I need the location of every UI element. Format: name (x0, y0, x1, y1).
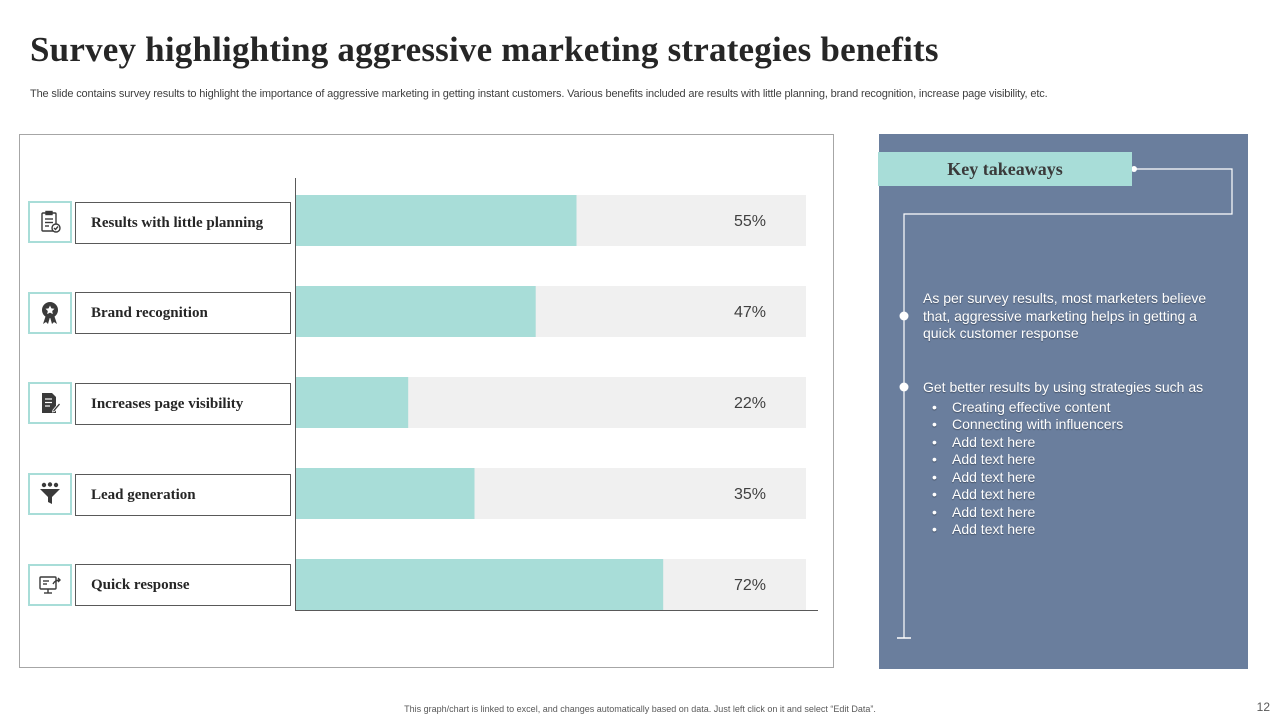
list-item: Add text here (923, 504, 1223, 522)
category-label: Quick response (75, 564, 291, 606)
funnel-people-icon (28, 473, 72, 515)
takeaway-point-2-text: Get better results by using strategies s… (923, 379, 1204, 395)
checklist-icon (28, 201, 72, 243)
list-item: Add text here (923, 486, 1223, 504)
category-label: Increases page visibility (75, 383, 291, 425)
monitor-share-icon (28, 564, 72, 606)
page-subtitle: The slide contains survey results to hig… (30, 88, 1048, 100)
chart-frame[interactable] (19, 134, 834, 668)
bar-value-label: 72% (734, 577, 766, 594)
bar-value-label: 55% (734, 213, 766, 230)
takeaway-point-1: As per survey results, most marketers be… (923, 290, 1207, 341)
list-item: Connecting with influencers (923, 416, 1223, 434)
list-item: Add text here (923, 451, 1223, 469)
bar-value-label: 22% (734, 395, 766, 412)
page-number: 12 (1256, 700, 1270, 714)
bar[interactable] (296, 468, 475, 519)
bar-value-label: 47% (734, 304, 766, 321)
bar[interactable] (296, 286, 536, 337)
award-ribbon-icon (28, 292, 72, 334)
takeaway-point-2: Get better results by using strategies s… (923, 379, 1223, 539)
list-item: Creating effective content (923, 399, 1223, 417)
strategy-list: Creating effective content Connecting wi… (923, 399, 1223, 539)
bar-value-label: 35% (734, 486, 766, 503)
bar[interactable] (296, 377, 409, 428)
bar[interactable] (296, 195, 577, 246)
list-item: Add text here (923, 469, 1223, 487)
list-item: Add text here (923, 434, 1223, 452)
bar[interactable] (296, 559, 664, 610)
document-edit-icon (28, 382, 72, 424)
list-item: Add text here (923, 521, 1223, 539)
category-label: Lead generation (75, 474, 291, 516)
page-title: Survey highlighting aggressive marketing… (30, 30, 939, 69)
key-takeaways-heading: Key takeaways (878, 152, 1132, 186)
footer-note: This graph/chart is linked to excel, and… (404, 704, 876, 714)
category-label: Results with little planning (75, 202, 291, 244)
category-label: Brand recognition (75, 292, 291, 334)
